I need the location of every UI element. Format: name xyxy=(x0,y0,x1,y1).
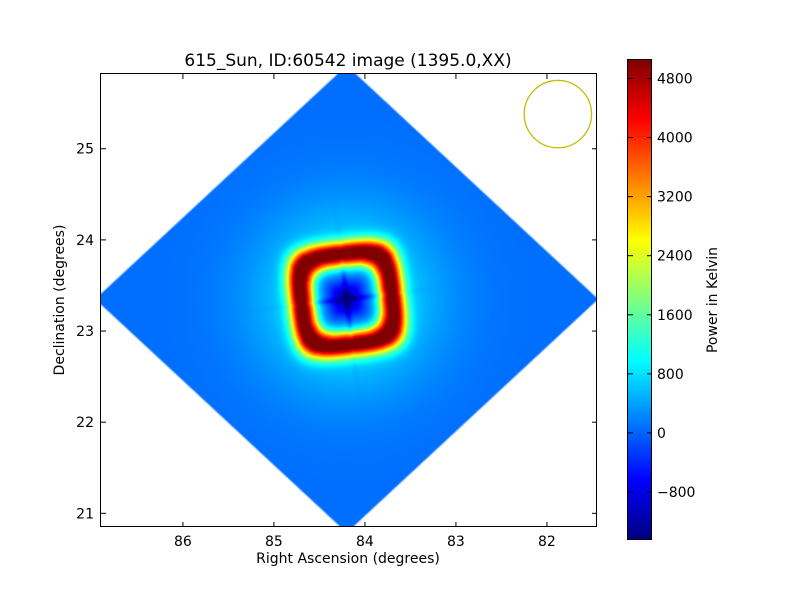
y-axis-title: Declination (degrees) xyxy=(52,225,68,376)
y-tick-label: 22 xyxy=(76,415,94,431)
x-tick-label: 85 xyxy=(265,534,283,550)
colorbar-ticks: −800 0 800 1600 2400 3200 4000 4800 xyxy=(628,71,695,501)
y-tick-label: 24 xyxy=(76,233,94,249)
y-tick-label: 23 xyxy=(76,324,94,340)
colorbar-label: Power in Kelvin xyxy=(705,247,721,353)
colorbar-tick-label: 1600 xyxy=(657,308,693,324)
colorbar-tick-label: 4800 xyxy=(657,71,693,87)
plot-area: 86 85 84 83 82 21 22 23 24 25 xyxy=(76,73,597,550)
colorbar-tick-label: 800 xyxy=(657,367,684,383)
x-tick-label: 84 xyxy=(356,534,374,550)
x-axis-title: Right Ascension (degrees) xyxy=(256,551,440,567)
y-tick-label: 25 xyxy=(76,142,94,158)
x-axis-ticks: 86 85 84 83 82 xyxy=(174,74,556,550)
y-tick-label: 21 xyxy=(76,506,94,522)
x-tick-label: 86 xyxy=(174,534,192,550)
beam-circle xyxy=(523,79,593,149)
colorbar-tick-label: 4000 xyxy=(657,131,693,147)
y-axis-ticks: 21 22 23 24 25 xyxy=(76,142,597,522)
plot-frame xyxy=(100,73,597,527)
colorbar: −800 0 800 1600 2400 3200 4000 4800 Power in Ke… xyxy=(627,59,721,540)
x-tick-label: 83 xyxy=(447,534,465,550)
heatmap-image xyxy=(101,74,597,527)
colorbar-tick-label: 2400 xyxy=(657,249,693,265)
x-tick-label: 82 xyxy=(538,534,556,550)
colorbar-gradient xyxy=(628,60,652,540)
colorbar-tick-label: 0 xyxy=(657,426,666,442)
colorbar-tick-label: −800 xyxy=(657,485,695,501)
colorbar-tick-label: 3200 xyxy=(657,190,693,206)
chart-title: 615_Sun, ID:60542 image (1395.0,XX) xyxy=(184,51,511,71)
colorbar-frame xyxy=(627,59,652,540)
